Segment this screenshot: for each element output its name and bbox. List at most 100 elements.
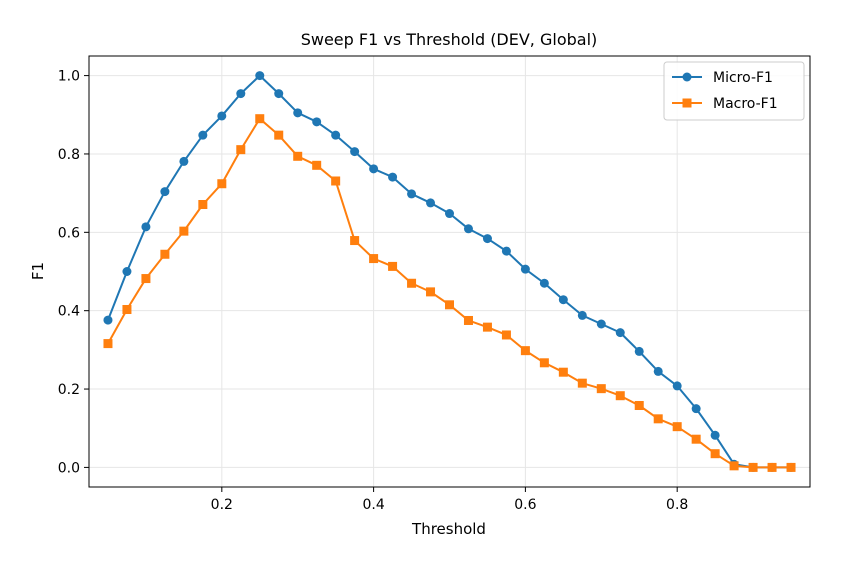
data-point [445,300,454,310]
y-axis-ticks: 0.0 0.2 0.4 0.6 0.8 1.0 [58,69,89,476]
data-point [198,199,208,209]
data-point [653,366,663,376]
data-point [445,209,454,219]
data-point [501,246,511,256]
data-point [236,145,246,155]
series-macro-f1 [103,114,796,472]
data-point [634,346,644,356]
data-point [141,222,151,232]
data-point [426,287,436,297]
data-point [160,187,170,197]
data-point [577,310,587,320]
data-point [558,295,568,305]
data-point [293,151,303,161]
plot-area-frame [88,55,811,488]
y-tick-label: 0.2 [58,382,80,398]
y-tick-label: 0.4 [58,304,80,320]
data-point [217,111,227,121]
data-point [596,319,606,329]
data-point [103,339,113,349]
data-point [293,108,303,118]
data-point [122,305,132,315]
data-point [539,278,549,288]
data-point [217,179,227,189]
series-layer [103,71,796,472]
series-line-macro-f1 [107,117,792,469]
data-point [274,130,284,140]
x-tick-label: 0.6 [514,497,536,513]
series-line-micro-f1 [107,74,792,469]
legend-entry-macro-f1: Macro-F1 [672,96,778,112]
x-tick-label: 0.2 [211,497,233,513]
data-point [691,404,701,414]
data-point [179,156,189,166]
data-point [672,422,682,432]
data-point [596,384,606,394]
data-point [520,346,530,356]
data-point [350,236,360,246]
data-point [198,130,208,140]
data-point [160,249,170,259]
data-point [653,414,663,424]
y-tick-label: 0.8 [58,147,80,163]
data-point [482,234,492,244]
data-point [331,176,341,186]
data-point [558,367,568,377]
y-tick-label: 1.0 [58,69,80,85]
legend-entry-micro-f1: Micro-F1 [672,70,773,86]
legend-marker [682,72,692,82]
legend-marker [682,98,692,108]
chart-title: Sweep F1 vs Threshold (DEV, Global) [301,30,598,49]
gridlines [89,56,810,487]
data-point [577,378,587,388]
x-tick-label: 0.4 [362,497,384,513]
data-point [331,130,341,140]
data-point [463,224,473,234]
data-point [634,401,644,411]
data-point [463,315,473,325]
data-point [426,198,436,208]
data-point [691,434,701,444]
data-point [501,330,511,340]
data-point [122,267,132,276]
data-point [767,462,777,472]
legend-label: Micro-F1 [713,70,773,86]
data-point [255,114,265,124]
legend: Micro-F1 Macro-F1 [663,61,805,121]
data-point [710,430,720,440]
x-axis-ticks: 0.2 0.4 0.6 0.8 [211,487,688,513]
data-point [312,160,322,170]
data-point [615,328,625,338]
data-point [388,261,398,271]
data-point [615,391,625,401]
data-point [274,89,284,99]
data-point [388,172,398,182]
y-axis-label: F1 [29,262,47,280]
data-point [369,164,379,174]
data-point [255,71,265,81]
data-point [786,462,796,472]
y-tick-label: 0.6 [58,225,80,241]
legend-label: Macro-F1 [713,96,778,112]
data-point [729,461,739,471]
y-tick-label: 0.0 [58,460,80,476]
data-point [482,322,492,332]
data-point [710,449,720,459]
x-tick-label: 0.8 [666,497,688,513]
data-point [520,264,530,274]
data-point [141,274,151,284]
data-point [407,189,417,199]
data-point [407,278,417,288]
x-axis-label: Threshold [411,520,486,538]
data-point [748,462,758,472]
series-micro-f1 [103,71,796,472]
data-point [350,147,360,157]
data-point [672,381,682,391]
data-point [539,358,549,368]
data-point [103,315,113,325]
data-point [312,117,322,127]
data-point [179,226,189,236]
data-point [236,89,246,99]
